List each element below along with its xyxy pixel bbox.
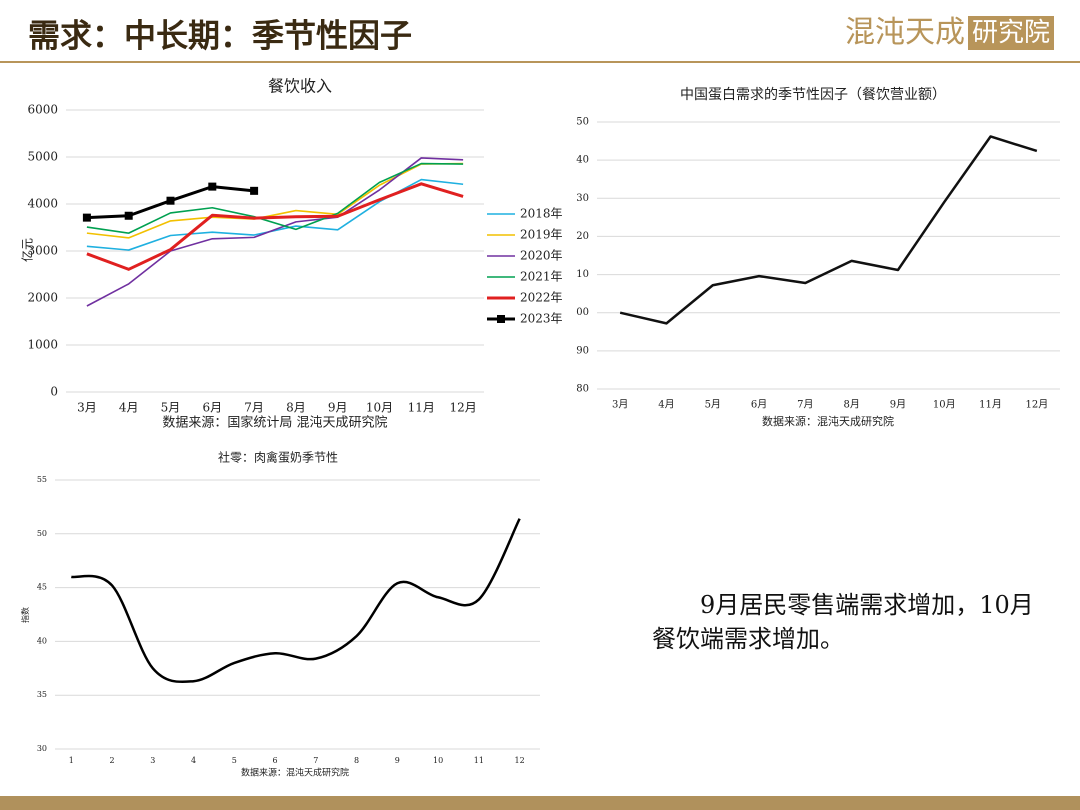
series-line: [71, 518, 521, 684]
y-tick-label: 45: [37, 583, 47, 592]
legend-label: 2022年: [520, 291, 563, 305]
x-tick-label: 1: [69, 756, 74, 765]
series-line: [86, 157, 464, 307]
x-tick-label: 12: [515, 756, 525, 765]
legend-label: 2020年: [520, 249, 563, 263]
marker: [250, 186, 259, 195]
footer-bar: [0, 796, 1080, 810]
chart-title: 餐饮收入: [268, 77, 332, 96]
logo: 混沌天成: [845, 15, 965, 50]
y-tick-label: 10: [576, 269, 589, 280]
y-tick-label: 1000: [27, 338, 58, 352]
y-tick-label: 2000: [27, 291, 58, 305]
y-axis-label: 指数: [20, 607, 30, 623]
marker: [166, 196, 175, 205]
note: 9月居民零售端需求增加，10月餐饮端需求增加。: [652, 591, 1034, 653]
x-tick-label: 5月: [161, 401, 181, 415]
logo-box-text: 研究院: [972, 18, 1050, 48]
chart-title: 中国蛋白需求的季节性因子（餐饮营业额）: [680, 87, 946, 103]
y-tick-label: 40: [576, 155, 589, 166]
x-tick-label: 3月: [77, 401, 97, 415]
x-tick-label: 4: [191, 756, 196, 765]
y-tick-label: 20: [576, 231, 589, 242]
x-tick-label: 9月: [890, 399, 906, 411]
x-tick-label: 9: [395, 756, 400, 765]
x-tick-label: 7月: [797, 399, 813, 411]
x-tick-label: 9月: [328, 401, 348, 415]
legend-label: 2018年: [520, 207, 563, 221]
y-tick-label: 80: [576, 384, 589, 395]
y-tick-label: 0: [50, 385, 58, 399]
series-line: [86, 162, 464, 234]
y-tick-label: 40: [37, 636, 47, 645]
y-tick-label: 00: [576, 307, 589, 318]
y-tick-label: 5000: [27, 150, 58, 164]
x-tick-label: 6: [273, 756, 278, 765]
y-axis-label: 亿元: [20, 238, 35, 262]
x-tick-label: 5月: [705, 399, 721, 411]
marker: [82, 213, 91, 222]
x-tick-label: 7月: [244, 401, 264, 415]
x-tick-label: 4月: [658, 399, 674, 411]
logo-box: [968, 16, 1054, 50]
y-tick-label: 50: [576, 117, 589, 128]
x-tick-label: 10: [433, 756, 443, 765]
legend-label: 2019年: [520, 228, 563, 242]
x-tick-label: 4月: [119, 401, 139, 415]
x-tick-label: 3月: [612, 399, 628, 411]
y-tick-label: 4000: [27, 197, 58, 211]
y-tick-label: 55: [37, 475, 47, 484]
x-tick-label: 8: [354, 756, 359, 765]
chart-title: 社零：肉禽蛋奶季节性: [218, 450, 338, 465]
y-tick-label: 30: [576, 193, 589, 204]
series-line: [619, 135, 1038, 325]
slide-title: 需求：中长期：季节性因子: [28, 17, 412, 55]
x-tick-label: 11: [474, 756, 484, 765]
x-tick-label: 8月: [286, 401, 306, 415]
x-tick-label: 10月: [933, 399, 956, 411]
x-tick-label: 12月: [449, 401, 476, 415]
legend-label: 2023年: [520, 312, 563, 326]
series-line: [86, 182, 464, 271]
x-tick-label: 2: [110, 756, 115, 765]
x-tick-label: 8月: [843, 399, 859, 411]
legend-label: 2021年: [520, 270, 563, 284]
x-tick-label: 12月: [1025, 399, 1048, 411]
x-tick-label: 3: [150, 756, 155, 765]
x-tick-label: 7: [313, 756, 318, 765]
y-tick-label: 90: [576, 345, 589, 356]
x-tick-label: 11月: [408, 401, 435, 415]
y-tick-label: 35: [37, 690, 47, 699]
y-tick-label: 6000: [27, 103, 58, 117]
y-tick-label: 30: [37, 744, 47, 753]
source: 数据来源：混沌天成研究院: [762, 414, 894, 428]
marker: [124, 211, 133, 220]
legend-marker: [497, 315, 505, 323]
x-tick-label: 5: [232, 756, 237, 765]
y-tick-label: 50: [37, 529, 47, 538]
x-tick-label: 6月: [751, 399, 767, 411]
x-tick-label: 10月: [366, 401, 393, 415]
source: 数据来源：国家统计局 混沌天成研究院: [162, 415, 387, 431]
y-tick-label: 3000: [27, 244, 58, 258]
x-tick-label: 11月: [979, 399, 1002, 411]
x-tick-label: 6月: [202, 401, 222, 415]
marker: [208, 182, 217, 191]
source: 数据来源：混沌天成研究院: [241, 767, 349, 779]
